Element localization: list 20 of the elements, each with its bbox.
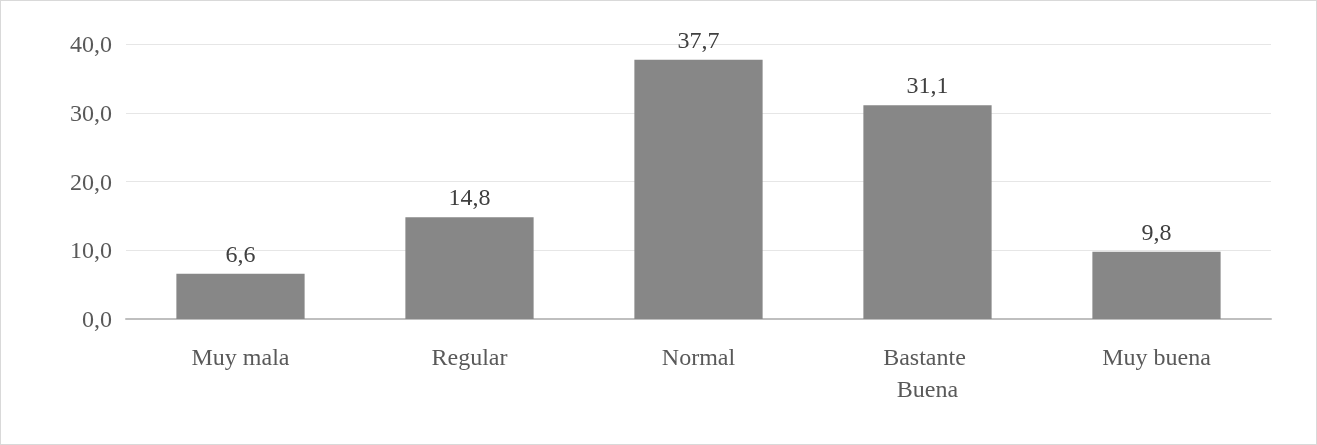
x-tick-label: Muy mala: [191, 344, 290, 370]
data-label: 14,8: [448, 184, 491, 211]
x-tick-label: Normal: [661, 344, 736, 370]
y-tick-label: 0,0: [82, 306, 112, 332]
bar: [405, 217, 534, 319]
data-label: 37,7: [677, 26, 720, 53]
bar: [863, 105, 992, 319]
data-label: 6,6: [225, 240, 256, 267]
y-tick-label: 10,0: [70, 237, 112, 264]
data-label: 31,1: [906, 72, 949, 99]
x-tick-label: Muy buena: [1102, 344, 1212, 370]
y-tick-label: 40,0: [70, 31, 112, 57]
y-tick-label: 30,0: [70, 99, 112, 126]
y-tick-label: 20,0: [70, 168, 112, 195]
x-tick-label: Regular: [431, 344, 508, 370]
bar: [176, 273, 305, 319]
x-tick-label: Bastante Buena: [883, 344, 972, 402]
bar: [634, 59, 763, 319]
data-label: 9,8: [1141, 218, 1172, 245]
bar: [1092, 251, 1221, 319]
